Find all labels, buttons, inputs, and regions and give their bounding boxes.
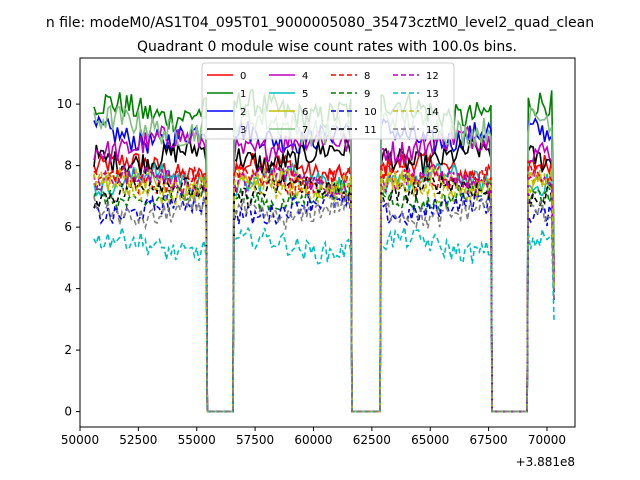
x-tick-label: 52500 [119,433,157,447]
series-line-4 [93,125,555,413]
x-axis: 50000 52500 55000 57500 60000 62500 65000 67500… [61,427,566,447]
legend-label: 14 [426,107,439,118]
legend-label: 7 [302,125,308,136]
x-offset-text: +3.881e8 [516,455,575,469]
y-tick-label: 8 [64,159,72,173]
series-line-13 [93,226,555,413]
x-tick-label: 55000 [178,433,216,447]
x-tick-label: 70000 [528,433,566,447]
series-line-2 [93,114,555,413]
y-tick-label: 10 [57,97,72,111]
legend-label: 15 [426,125,439,136]
x-tick-label: 60000 [294,433,332,447]
y-tick-label: 2 [64,343,72,357]
legend-label: 8 [364,71,370,82]
suptitle: n file: modeM0/AS1T04_095T01_9000005080_… [46,15,594,31]
legend-label: 3 [240,125,246,136]
y-tick-label: 6 [64,220,72,234]
x-tick-label: 50000 [61,433,99,447]
series-line-15 [93,193,555,413]
x-tick-label: 57500 [236,433,274,447]
legend-label: 1 [240,89,246,100]
legend-label: 6 [302,107,308,118]
chart-title: Quadrant 0 module wise count rates with … [137,39,517,55]
y-tick-label: 0 [64,405,72,419]
series-line-0 [93,149,555,413]
x-tick-label: 67500 [470,433,508,447]
series-line-10 [93,189,555,413]
x-tick-label: 65000 [411,433,449,447]
x-tick-label: 62500 [353,433,391,447]
legend-label: 12 [426,71,439,82]
series-line-14 [93,168,555,413]
plot-frame [79,57,576,428]
series-layer [93,88,555,413]
series-line-12 [93,161,555,413]
series-line-9 [93,177,555,413]
legend-label: 5 [302,89,308,100]
legend-label: 13 [426,89,439,100]
legend-label: 0 [240,71,246,82]
legend-box [201,62,455,140]
legend-label: 2 [240,107,246,118]
y-axis: 0 2 4 6 8 10 [57,97,80,419]
legend-label: 4 [302,71,308,82]
y-tick-label: 4 [64,282,72,296]
legend-label: 9 [364,89,370,100]
legend-label: 10 [364,107,377,118]
legend-label: 11 [364,125,377,136]
series-line-3 [93,135,555,413]
